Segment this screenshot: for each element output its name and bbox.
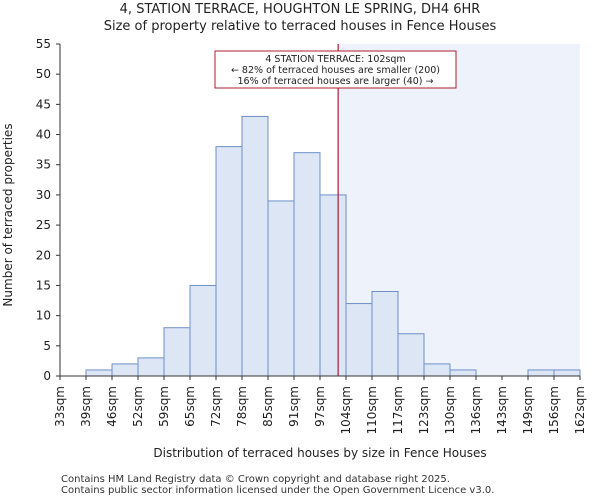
bar-104sqm-110sqm xyxy=(345,303,373,377)
x-axis-label: Distribution of terraced houses by size … xyxy=(153,446,486,460)
x-tick-label-117sqm: 117sqm xyxy=(391,386,405,434)
chart-title: 4, STATION TERRACE, HOUGHTON LE SPRING, … xyxy=(119,2,481,17)
annotation-line-2: ← 82% of terraced houses are smaller (20… xyxy=(231,65,440,76)
bar-149sqm-156sqm xyxy=(527,369,555,377)
x-tick-label-162sqm: 162sqm xyxy=(573,386,587,434)
x-tick-label-85sqm: 85sqm xyxy=(261,386,275,427)
x-tick-label-59sqm: 59sqm xyxy=(157,386,171,427)
y-axis-label: Number of terraced properties xyxy=(1,123,15,306)
bar-46sqm-52sqm xyxy=(111,363,139,377)
bar-72sqm-78sqm xyxy=(215,146,243,377)
bar-123sqm-130sqm xyxy=(423,363,451,377)
bar-65sqm-72sqm xyxy=(189,284,217,377)
x-tick-label-72sqm: 72sqm xyxy=(209,386,223,427)
x-tick-label-149sqm: 149sqm xyxy=(521,386,535,434)
y-tick-label-45: 45 xyxy=(36,97,51,111)
bar-39sqm-46sqm xyxy=(85,369,113,377)
y-tick-label-35: 35 xyxy=(36,158,51,172)
x-tick-label-104sqm: 104sqm xyxy=(339,386,353,434)
x-tick-label-46sqm: 46sqm xyxy=(105,386,119,427)
x-tick-label-136sqm: 136sqm xyxy=(469,386,483,434)
annotation-line-3: 16% of terraced houses are larger (40) → xyxy=(238,76,434,87)
x-tick-label-91sqm: 91sqm xyxy=(287,386,301,427)
x-tick-label-97sqm: 97sqm xyxy=(313,386,327,427)
x-tick-label-156sqm: 156sqm xyxy=(547,386,561,434)
x-tick-label-123sqm: 123sqm xyxy=(417,386,431,434)
bar-130sqm-136sqm xyxy=(449,369,477,377)
y-tick-label-15: 15 xyxy=(36,278,51,292)
annotation-box xyxy=(214,50,457,89)
x-tick-label-65sqm: 65sqm xyxy=(183,386,197,427)
x-tick-label-52sqm: 52sqm xyxy=(131,386,145,427)
y-tick-label-5: 5 xyxy=(43,339,51,353)
bar-52sqm-59sqm xyxy=(137,357,165,377)
bar-117sqm-123sqm xyxy=(397,333,425,377)
bar-110sqm-117sqm xyxy=(371,290,399,377)
chart-subtitle: Size of property relative to terraced ho… xyxy=(103,19,497,34)
x-tick-label-39sqm: 39sqm xyxy=(79,386,93,427)
footer-licence: Contains public sector information licen… xyxy=(61,485,495,496)
x-tick-label-33sqm: 33sqm xyxy=(53,386,67,427)
bar-78sqm-85sqm xyxy=(241,115,269,377)
y-tick-label-20: 20 xyxy=(36,248,51,262)
x-tick-label-110sqm: 110sqm xyxy=(365,386,379,434)
footer-copyright: Contains HM Land Registry data © Crown c… xyxy=(61,474,450,485)
bar-97sqm-104sqm xyxy=(319,194,347,377)
y-tick-label-10: 10 xyxy=(36,309,51,323)
bar-91sqm-97sqm xyxy=(293,152,321,377)
x-tick-label-78sqm: 78sqm xyxy=(235,386,249,427)
bar-156sqm-162sqm xyxy=(553,369,581,377)
y-tick-label-30: 30 xyxy=(36,188,51,202)
y-tick-label-25: 25 xyxy=(36,218,51,232)
x-tick-label-130sqm: 130sqm xyxy=(443,386,457,434)
x-tick-label-143sqm: 143sqm xyxy=(495,386,509,434)
bar-85sqm-91sqm xyxy=(267,200,295,377)
bar-59sqm-65sqm xyxy=(163,327,191,377)
y-tick-label-55: 55 xyxy=(36,37,51,51)
y-tick-label-0: 0 xyxy=(43,369,51,383)
annotation-line-1: 4 STATION TERRACE: 102sqm xyxy=(265,54,405,65)
y-tick-label-40: 40 xyxy=(36,128,51,142)
y-tick-label-50: 50 xyxy=(36,67,51,81)
